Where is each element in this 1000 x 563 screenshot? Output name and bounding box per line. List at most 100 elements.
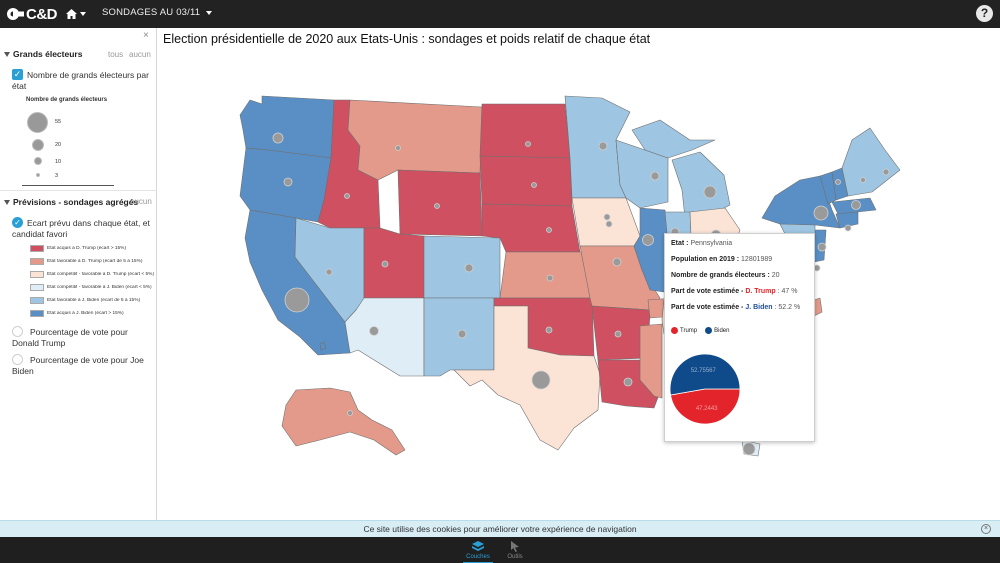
state-elector-bubble xyxy=(844,224,852,232)
state-iowa[interactable] xyxy=(571,197,641,247)
legend-dot-biden xyxy=(705,327,713,334)
legend-swatch xyxy=(30,310,44,317)
state-arizona[interactable] xyxy=(344,297,425,377)
state-elector-bubble xyxy=(851,200,861,210)
legend-item: Etat favorable à D. Trump (écart de 5 à … xyxy=(30,257,155,266)
state-elector-bubble xyxy=(369,326,379,336)
state-elector-bubble xyxy=(623,377,633,387)
state-elector-bubble xyxy=(605,220,613,228)
state-elector-bubble xyxy=(381,260,389,268)
logo[interactable]: C&D xyxy=(6,5,58,23)
legend-item: Etat favorable à J. Biden (écart de 5 à … xyxy=(30,296,155,305)
help-button[interactable]: ? xyxy=(976,5,993,22)
state-elector-bubble xyxy=(546,274,554,282)
tab-tools[interactable]: Outils xyxy=(497,539,533,563)
tooltip-value: 12801989 xyxy=(741,256,773,263)
state-south-carolina[interactable] xyxy=(813,297,823,317)
electors-option-label-cont[interactable]: état xyxy=(12,81,26,92)
collapse-triangle-icon xyxy=(4,52,10,58)
tooltip-electors-row: Nombre de grands électeurs : 20 xyxy=(671,272,780,279)
option-label-line: Donald Trump xyxy=(12,338,66,348)
forecast-option-label-cont[interactable]: Donald Trump xyxy=(12,338,65,349)
caret-down-icon xyxy=(80,12,86,16)
logo-text: C&D xyxy=(26,5,58,23)
size-legend-value: 55 xyxy=(55,119,62,125)
cookie-close-button[interactable]: × xyxy=(981,524,991,534)
legend-label: Biden xyxy=(714,327,730,334)
forecast-radio-biden[interactable] xyxy=(12,354,23,365)
close-panel-button[interactable]: × xyxy=(143,30,149,41)
state-elector-bubble xyxy=(531,182,537,188)
page-title: Election présidentielle de 2020 aux Etat… xyxy=(163,32,651,46)
section-header-electors[interactable]: Grands électeurs xyxy=(4,49,82,59)
forecast-option-label-cont[interactable]: candidat favori xyxy=(12,229,67,240)
section-header-forecasts[interactable]: Prévisions - sondages agrégés xyxy=(4,197,138,207)
option-label-line: Biden xyxy=(12,366,34,376)
forecast-option-label[interactable]: Pourcentage de vote pour xyxy=(30,327,128,338)
electors-option-label[interactable]: Nombre de grands électeurs par xyxy=(27,70,149,81)
state-elector-bubble xyxy=(525,141,531,147)
tooltip-value: : 52.2 % xyxy=(774,304,801,311)
state-wyoming[interactable] xyxy=(397,169,483,237)
state-michigan-up[interactable] xyxy=(631,119,716,159)
tooltip-value: : 47 % xyxy=(777,288,798,295)
size-legend-bubble xyxy=(34,157,42,165)
tooltip-label: Part de vote estimée - xyxy=(671,304,744,311)
forecast-radio-gap[interactable]: ✓ xyxy=(12,217,23,228)
state-south-dakota[interactable] xyxy=(479,155,573,207)
state-elector-bubble xyxy=(272,132,284,144)
section-title: Grands électeurs xyxy=(13,49,83,59)
tab-label: Outils xyxy=(507,554,523,560)
state-north-dakota[interactable] xyxy=(479,103,571,159)
size-legend-bubble xyxy=(32,139,44,151)
state-elector-bubble xyxy=(434,203,440,209)
state-alaska[interactable] xyxy=(281,387,406,456)
select-none-link[interactable]: aucun xyxy=(130,197,152,206)
state-connecticut[interactable] xyxy=(835,211,859,229)
forecast-radio-trump[interactable] xyxy=(12,326,23,337)
option-label-line: état xyxy=(12,81,27,91)
tooltip-population-row: Population en 2019 : 12801989 xyxy=(671,256,772,263)
cookie-text: Ce site utilise des cookies pour amélior… xyxy=(363,524,637,534)
home-button[interactable] xyxy=(66,5,86,23)
us-states-map[interactable] xyxy=(158,50,1000,520)
legend-swatch xyxy=(30,258,44,265)
forecast-option-label-cont[interactable]: Biden xyxy=(12,366,34,377)
legend-label: Etat acquis à D. Trump (écart > 15%) xyxy=(47,246,127,251)
state-maine[interactable] xyxy=(841,127,901,197)
tab-label: Couches xyxy=(466,554,490,560)
state-montana[interactable] xyxy=(347,99,483,181)
tab-layers[interactable]: Couches xyxy=(460,539,496,563)
size-legend-bubble xyxy=(27,112,48,133)
state-colorado[interactable] xyxy=(423,235,501,299)
state-elector-bubble xyxy=(614,330,622,338)
tooltip-state-row: Etat : Pennsylvania xyxy=(671,240,732,247)
forecast-option-label[interactable]: Pourcentage de vote pour Joe xyxy=(30,355,144,366)
pie-slice-label: 47.2443 xyxy=(696,406,718,412)
state-elector-bubble xyxy=(612,257,622,267)
state-texas[interactable] xyxy=(453,305,601,451)
state-elector-bubble xyxy=(283,177,293,187)
state-elector-bubble xyxy=(284,287,310,313)
state-elector-bubble xyxy=(882,168,890,176)
legend-swatch xyxy=(30,271,44,278)
select-all-link[interactable]: tous xyxy=(108,50,124,59)
select-none-link[interactable]: aucun xyxy=(129,50,151,59)
legend-swatch xyxy=(30,245,44,252)
state-kansas[interactable] xyxy=(499,251,591,299)
state-elector-bubble xyxy=(813,205,829,221)
state-utah[interactable] xyxy=(363,227,425,299)
tooltip-trump-row: Part de vote estimée - D. Trump : 47 % xyxy=(671,288,797,295)
state-mississippi[interactable] xyxy=(639,323,663,399)
state-elector-bubble xyxy=(344,193,350,199)
pie-slice-biden xyxy=(669,353,741,396)
nav-dropdown[interactable]: SONDAGES AU 03/11 xyxy=(102,7,213,18)
option-label-line: Ecart prévu dans chaque état, et xyxy=(27,218,150,228)
collapse-triangle-icon xyxy=(4,200,10,206)
state-elector-bubble xyxy=(325,268,333,276)
electors-checkbox[interactable]: ✓ xyxy=(12,69,23,80)
state-elector-bubble xyxy=(642,234,654,246)
state-hawaii[interactable] xyxy=(319,341,327,351)
pie-slice-label: 52.75567 xyxy=(691,368,717,374)
forecast-option-label[interactable]: Ecart prévu dans chaque état, et xyxy=(27,218,150,229)
